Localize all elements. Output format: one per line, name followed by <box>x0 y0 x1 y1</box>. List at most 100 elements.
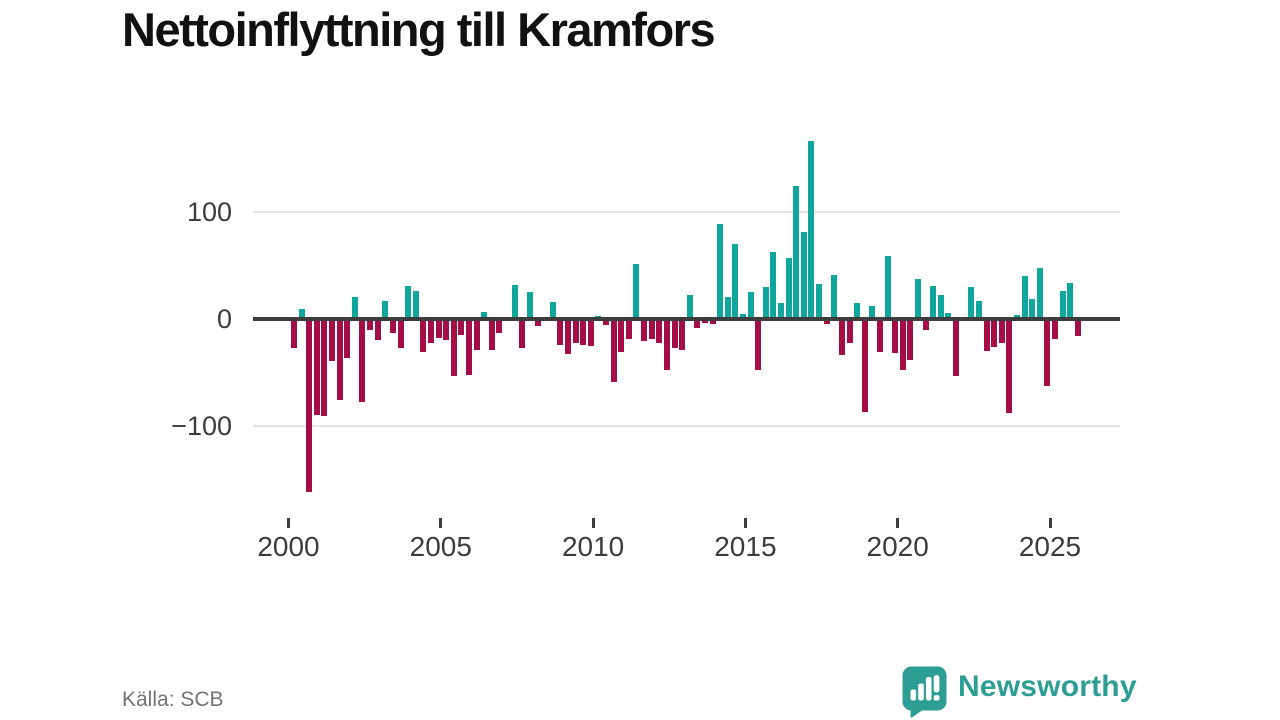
x-axis-label-2020: 2020 <box>866 531 929 562</box>
bar-2009-q3 <box>580 319 587 345</box>
newsworthy-logo: Newsworthy <box>902 666 1137 718</box>
bar-2018-q1 <box>838 319 845 356</box>
bar-2013-q1 <box>686 295 693 319</box>
bar-2016-q3 <box>793 186 800 319</box>
bar-2025-q1 <box>1052 319 1058 340</box>
bar-2021-q2 <box>937 295 944 319</box>
bar-2000-q2 <box>298 309 305 319</box>
bar-2019-q4 <box>892 319 899 354</box>
bar-2008-q4 <box>557 319 564 345</box>
x-axis-tick-2020 <box>896 518 900 528</box>
bar-2012-q2 <box>663 319 670 371</box>
bar-2015-q2 <box>755 319 762 371</box>
bar-2016-q1 <box>778 302 785 319</box>
bar-2011-q1 <box>625 319 632 340</box>
source-note: Källa: SCB <box>122 688 224 711</box>
bar-2020-q4 <box>922 319 929 330</box>
bar-2017-q4 <box>831 275 838 319</box>
bar-2013-q2 <box>694 319 701 328</box>
x-axis-label-2010: 2010 <box>561 531 625 562</box>
bar-2004-q4 <box>435 319 442 339</box>
bar-2025-q4 <box>1074 319 1081 337</box>
bar-2007-q3 <box>519 319 526 348</box>
bar-2022-q3 <box>975 300 982 319</box>
bar-2012-q4 <box>679 319 686 351</box>
bar-2000-q4 <box>313 319 320 416</box>
bar-2002-q2 <box>359 319 366 403</box>
y-axis-label--100: −100 <box>171 411 232 441</box>
bar-2001-q4 <box>344 319 351 358</box>
y-axis-label-100: 100 <box>186 197 232 227</box>
bar-2005-q1 <box>443 319 450 341</box>
bar-2008-q1 <box>534 319 541 327</box>
bar-2010-q3 <box>610 319 617 383</box>
bar-2024-q3 <box>1036 267 1043 319</box>
bar-2004-q1 <box>412 291 419 319</box>
bar-2017-q2 <box>816 283 823 319</box>
bar-2009-q1 <box>564 319 571 355</box>
bar-2020-q3 <box>915 279 922 319</box>
x-axis-label-2000: 2000 <box>257 531 320 562</box>
y-axis-label-0: 0 <box>216 304 232 334</box>
bar-2023-q2 <box>998 319 1005 343</box>
bar-2018-q3 <box>854 302 861 319</box>
bar-2010-q4 <box>618 319 625 353</box>
bar-2001-q1 <box>321 319 328 417</box>
bar-2013-q4 <box>709 319 716 325</box>
bar-2025-q2 <box>1059 291 1066 319</box>
bar-2020-q2 <box>907 319 914 360</box>
x-axis-tick-2015 <box>743 518 747 528</box>
bar-2024-q4 <box>1044 319 1051 387</box>
x-axis-tick-2000 <box>287 518 290 528</box>
bar-2010-q2 <box>603 319 609 326</box>
bar-2014-q1 <box>717 223 724 319</box>
bar-2021-q4 <box>953 319 960 376</box>
brand-name: Newsworthy <box>958 670 1137 703</box>
bar-2003-q3 <box>397 319 404 348</box>
bar-2005-q2 <box>450 319 457 376</box>
bar-2019-q3 <box>884 255 891 319</box>
bar-2001-q3 <box>336 319 343 401</box>
bar-2014-q3 <box>732 244 739 319</box>
bar-2020-q1 <box>899 319 906 371</box>
bar-2004-q2 <box>420 319 427 353</box>
bar-2023-q1 <box>991 319 998 347</box>
bar-2009-q4 <box>587 319 594 346</box>
bar-2005-q4 <box>466 319 473 375</box>
bar-2022-q2 <box>968 286 975 319</box>
bar-2003-q4 <box>405 285 412 319</box>
bar-2014-q2 <box>724 296 731 319</box>
bar-2018-q4 <box>861 319 868 413</box>
bar-2003-q2 <box>389 319 396 333</box>
bar-2002-q1 <box>351 296 358 319</box>
bar-2012-q3 <box>671 319 678 348</box>
x-axis-zero-line <box>253 317 1120 321</box>
bar-2006-q2 <box>481 311 488 319</box>
bar-2016-q2 <box>785 258 792 319</box>
bar-2015-q4 <box>770 251 777 319</box>
bar-2008-q3 <box>549 301 556 319</box>
bar-2005-q3 <box>458 319 465 336</box>
bar-2021-q1 <box>930 285 937 319</box>
x-axis-tick-2005 <box>439 518 443 528</box>
bar-2011-q4 <box>648 319 655 340</box>
chart-title: Nettoinflyttning till Kramfors <box>122 3 716 56</box>
bar-2019-q1 <box>869 306 876 319</box>
gridline-y--100 <box>253 425 1120 427</box>
bar-2015-q3 <box>762 286 769 319</box>
bar-2006-q3 <box>488 319 495 351</box>
bar-2004-q3 <box>427 319 434 343</box>
bar-2007-q4 <box>526 292 533 319</box>
bar-2025-q3 <box>1067 282 1074 319</box>
bar-2000-q3 <box>306 319 313 493</box>
gridline-y-100 <box>253 211 1120 213</box>
bar-2019-q2 <box>876 319 883 353</box>
bar-2003-q1 <box>382 300 389 319</box>
bar-2016-q4 <box>800 232 807 319</box>
bar-2011-q3 <box>641 319 648 342</box>
bar-2024-q2 <box>1029 298 1036 319</box>
bar-2006-q1 <box>473 319 480 351</box>
bar-2023-q4 <box>1013 314 1020 319</box>
